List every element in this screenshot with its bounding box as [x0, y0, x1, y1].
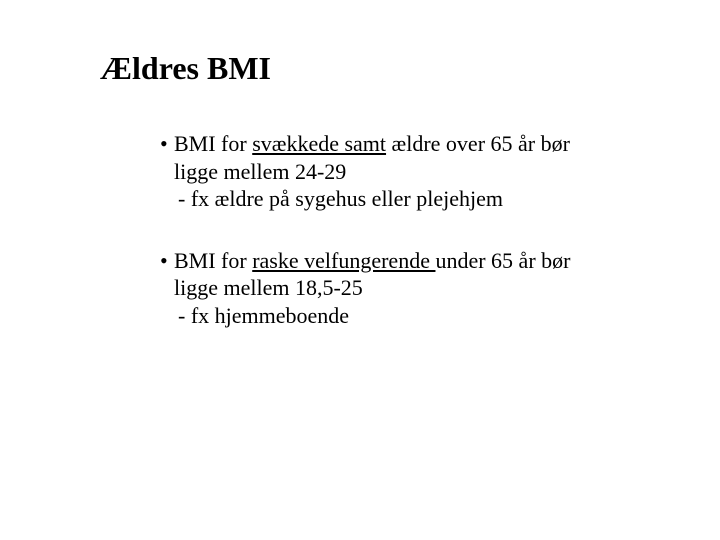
bullet-first-line: • BMI for raske velfungerende under 65 å… — [160, 247, 640, 275]
bullet-dot-icon: • — [160, 247, 168, 275]
bullet-underlined-text: raske velfungerende — [252, 248, 435, 273]
bullet-lead-text: BMI for — [174, 131, 252, 156]
bullet-first-line: • BMI for svækkede samt ældre over 65 år… — [160, 130, 640, 158]
bullet-item: • BMI for svækkede samt ældre over 65 år… — [160, 130, 640, 213]
slide-title: Ældres BMI — [100, 50, 271, 87]
bullet-sub-line: - fx hjemmeboende — [160, 302, 640, 330]
bullet-continuation-line: ligge mellem 24-29 — [160, 158, 640, 186]
slide-body: • BMI for svækkede samt ældre over 65 år… — [160, 130, 640, 363]
bullet-lead-text: BMI for — [174, 248, 252, 273]
bullet-continuation-line: ligge mellem 18,5-25 — [160, 274, 640, 302]
bullet-tail-text: ældre over 65 år bør — [386, 131, 570, 156]
bullet-sub-line: - fx ældre på sygehus eller plejehjem — [160, 185, 640, 213]
bullet-item: • BMI for raske velfungerende under 65 å… — [160, 247, 640, 330]
bullet-underlined-text: svækkede samt — [252, 131, 386, 156]
bullet-dot-icon: • — [160, 130, 168, 158]
slide: Ældres BMI • BMI for svækkede samt ældre… — [0, 0, 720, 540]
bullet-tail-text: under 65 år bør — [435, 248, 570, 273]
